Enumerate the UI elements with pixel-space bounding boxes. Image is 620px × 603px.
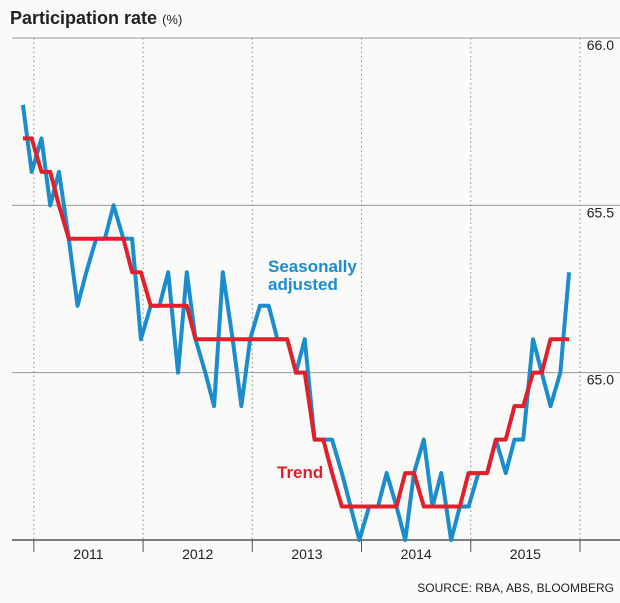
chart-title: Participation rate (%) [10, 8, 182, 28]
y-tick-label: 65.0 [587, 372, 614, 388]
source: SOURCE: RBA, ABS, BLOOMBERG [417, 581, 614, 595]
unit: (%) [162, 12, 182, 27]
x-tick-label: 2013 [291, 546, 322, 562]
series-label: Trend [277, 463, 324, 482]
title-text: Participation rate [10, 8, 157, 28]
x-tick-label: 2014 [401, 546, 432, 562]
y-tick-label: 66.0 [587, 37, 614, 53]
series-line [22, 136, 570, 509]
y-tick-label: 65.5 [587, 204, 614, 220]
x-tick-label: 2015 [510, 546, 541, 562]
x-tick-label: 2012 [182, 546, 213, 562]
x-tick-label: 2011 [73, 546, 103, 562]
series-label: Seasonally adjusted [268, 257, 357, 294]
